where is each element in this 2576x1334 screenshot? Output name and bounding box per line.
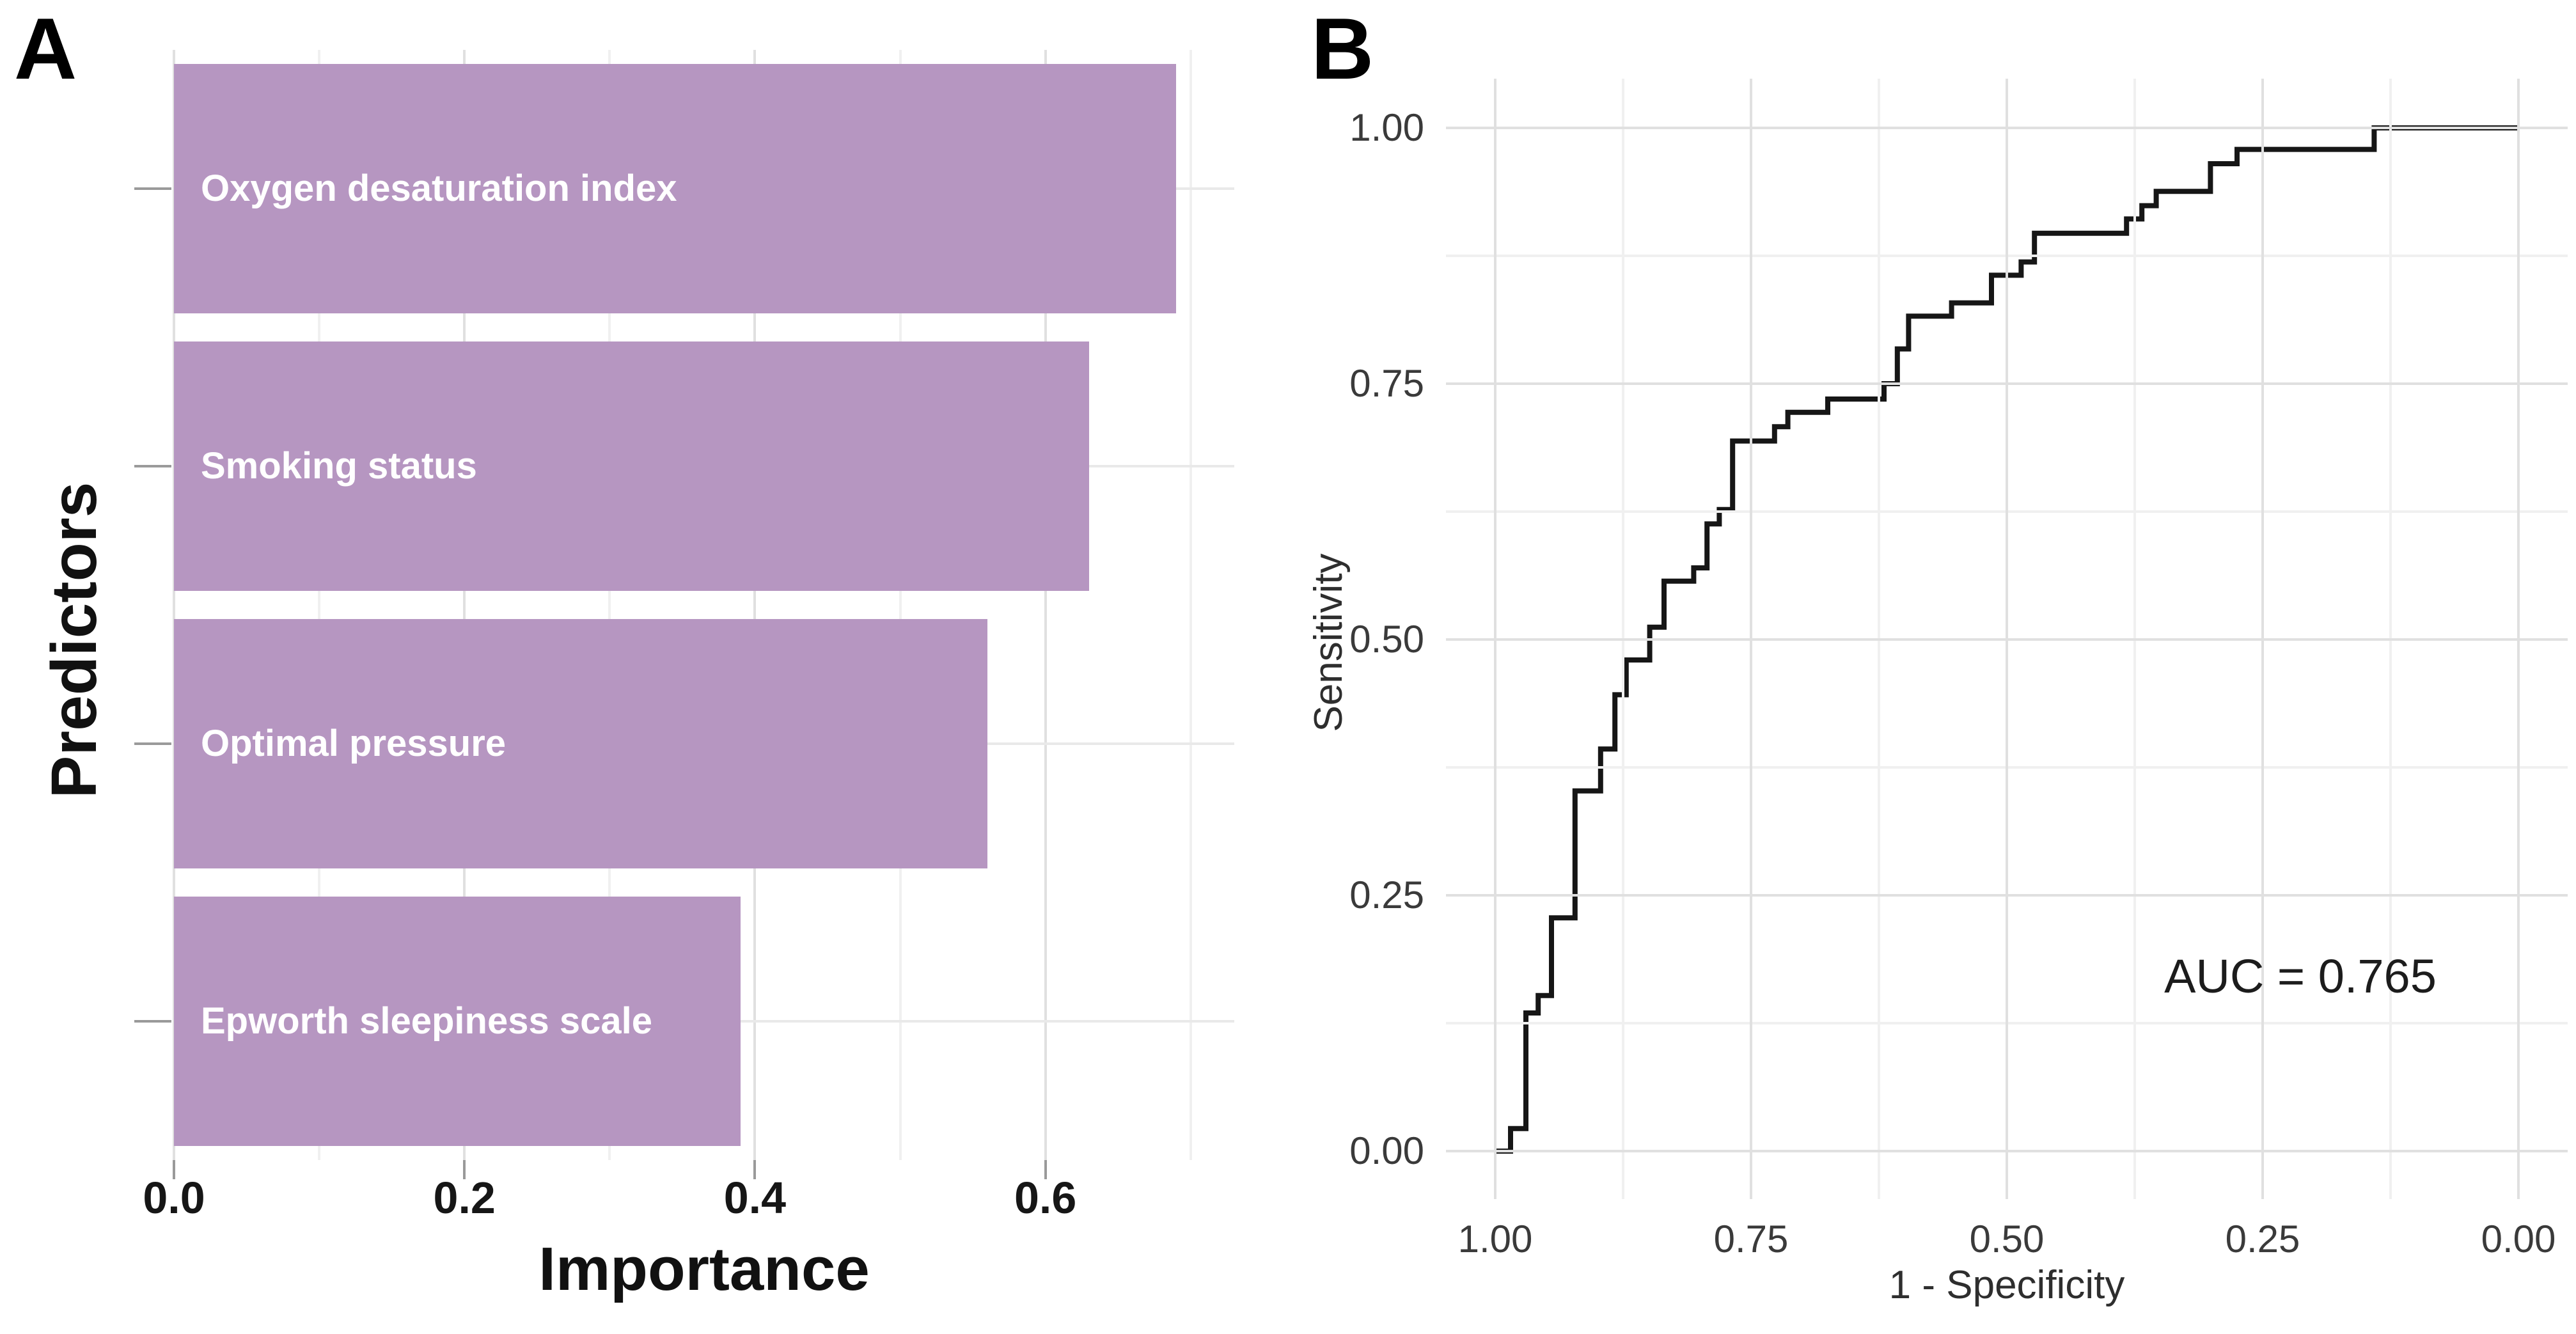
y-axis-tick — [134, 742, 171, 745]
gridline-major-vertical — [1044, 50, 1047, 1160]
x-axis-tick-label: 0.2 — [433, 1173, 496, 1223]
panel-a-label: A — [14, 0, 77, 97]
gridline-major-horizontal — [1446, 1150, 2568, 1152]
importance-axis-title: Importance — [538, 1235, 870, 1303]
x-axis-tick-label: 1.00 — [1457, 1218, 1533, 1260]
roc-curve-plot-area — [1446, 79, 2568, 1199]
gridline-major-horizontal — [1446, 894, 2568, 897]
gridline-minor-vertical — [608, 50, 611, 1160]
gridline-major-vertical — [463, 50, 466, 1160]
x-axis-tick-label: 0.50 — [1969, 1218, 2045, 1260]
gridline-major-horizontal — [1446, 638, 2568, 641]
y-axis-tick-label: 0.75 — [1349, 362, 1424, 405]
bar-category-label: Optimal pressure — [201, 723, 507, 764]
y-axis-tick-label: 0.00 — [1349, 1129, 1424, 1172]
gridline-major-vertical — [173, 50, 175, 1160]
bar-category-label: Oxygen desaturation index — [201, 168, 677, 209]
bar-category-label: Epworth sleepiness scale — [201, 1000, 652, 1042]
importance-bar: Oxygen desaturation index — [174, 64, 1176, 313]
one-minus-specificity-axis-title: 1 - Specificity — [1889, 1263, 2125, 1307]
y-axis-tick-label: 0.25 — [1349, 874, 1424, 916]
importance-bar-chart-plot-area: Oxygen desaturation index Smoking status O… — [173, 50, 1234, 1160]
panel-b-label: B — [1311, 0, 1374, 97]
x-axis-tick-label: 0.0 — [143, 1173, 205, 1223]
auc-annotation: AUC = 0.765 — [2164, 950, 2437, 1003]
y-axis-tick — [134, 465, 171, 467]
bar-category-label: Smoking status — [201, 445, 477, 487]
x-axis-tick — [173, 1160, 175, 1179]
gridline-major-horizontal — [1446, 127, 2568, 129]
gridline-minor-vertical — [899, 50, 902, 1160]
y-axis-tick-label: 0.50 — [1349, 618, 1424, 661]
importance-bar: Epworth sleepiness scale — [174, 897, 741, 1146]
y-axis-tick — [134, 187, 171, 190]
roc-svg — [1495, 125, 2518, 1154]
x-axis-tick-label: 0.6 — [1014, 1173, 1077, 1223]
importance-bar: Optimal pressure — [174, 619, 987, 868]
y-axis-tick-label: 1.00 — [1349, 106, 1424, 149]
importance-bar: Smoking status — [174, 341, 1089, 591]
x-axis-tick — [463, 1160, 466, 1179]
x-axis-tick-label: 0.00 — [2481, 1218, 2556, 1260]
y-axis-tick — [134, 1020, 171, 1023]
x-axis-tick-label: 0.25 — [2225, 1218, 2300, 1260]
x-axis-tick-label: 0.75 — [1713, 1218, 1789, 1260]
gridline-minor-vertical — [1189, 50, 1192, 1160]
x-axis-tick-label: 0.4 — [723, 1173, 787, 1223]
predictors-axis-title: Predictors — [38, 482, 110, 799]
gridline-major-vertical — [753, 50, 757, 1160]
gridline-minor-vertical — [318, 50, 321, 1160]
roc-curve — [1495, 125, 2518, 1154]
x-axis-tick — [753, 1160, 757, 1179]
x-axis-tick — [1044, 1160, 1047, 1179]
gridline-major-horizontal — [1446, 382, 2568, 385]
